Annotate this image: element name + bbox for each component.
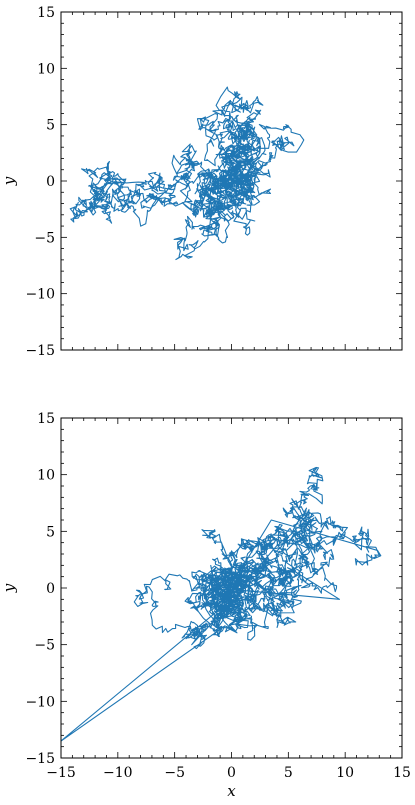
y-tick-label: 10 [37, 61, 55, 77]
x-tick-label: 10 [336, 765, 354, 781]
y-tick-label: 5 [46, 118, 55, 134]
y-axis-label: y [0, 176, 18, 186]
random-walk-line [69, 86, 305, 261]
bottom-panel: −15 −10 −5 0 5 10 15 −15 −10 −5 0 5 10 15 y x [0, 411, 411, 800]
y-tick-label: 10 [37, 468, 55, 484]
x-tick-label: 5 [284, 765, 293, 781]
top-panel: −15 −10 −5 0 5 10 15 y [0, 5, 403, 359]
y-tick-label: 15 [37, 411, 55, 427]
y-tick-label: 0 [46, 581, 55, 597]
x-tick-label: 15 [393, 765, 411, 781]
x-tick-label: −15 [46, 765, 76, 781]
y-tick-label: 15 [37, 5, 55, 21]
x-tick-label: 0 [227, 765, 236, 781]
random-walk-line [61, 466, 382, 742]
y-tick-label: −10 [25, 694, 55, 710]
x-tick-label: −5 [164, 765, 185, 781]
y-tick-label: 5 [46, 524, 55, 540]
y-axis-label: y [0, 583, 18, 593]
y-tick-label: −15 [25, 343, 55, 359]
y-tick-label: −5 [34, 638, 55, 654]
y-tick-label: −10 [25, 287, 55, 303]
y-tick-label: −15 [25, 751, 55, 767]
x-tick-label: −10 [103, 765, 133, 781]
tick-marks [60, 417, 403, 759]
y-tick-label: −5 [34, 230, 55, 246]
tick-marks [60, 11, 403, 351]
x-axis-label: x [227, 782, 236, 800]
y-tick-label: 0 [46, 174, 55, 190]
